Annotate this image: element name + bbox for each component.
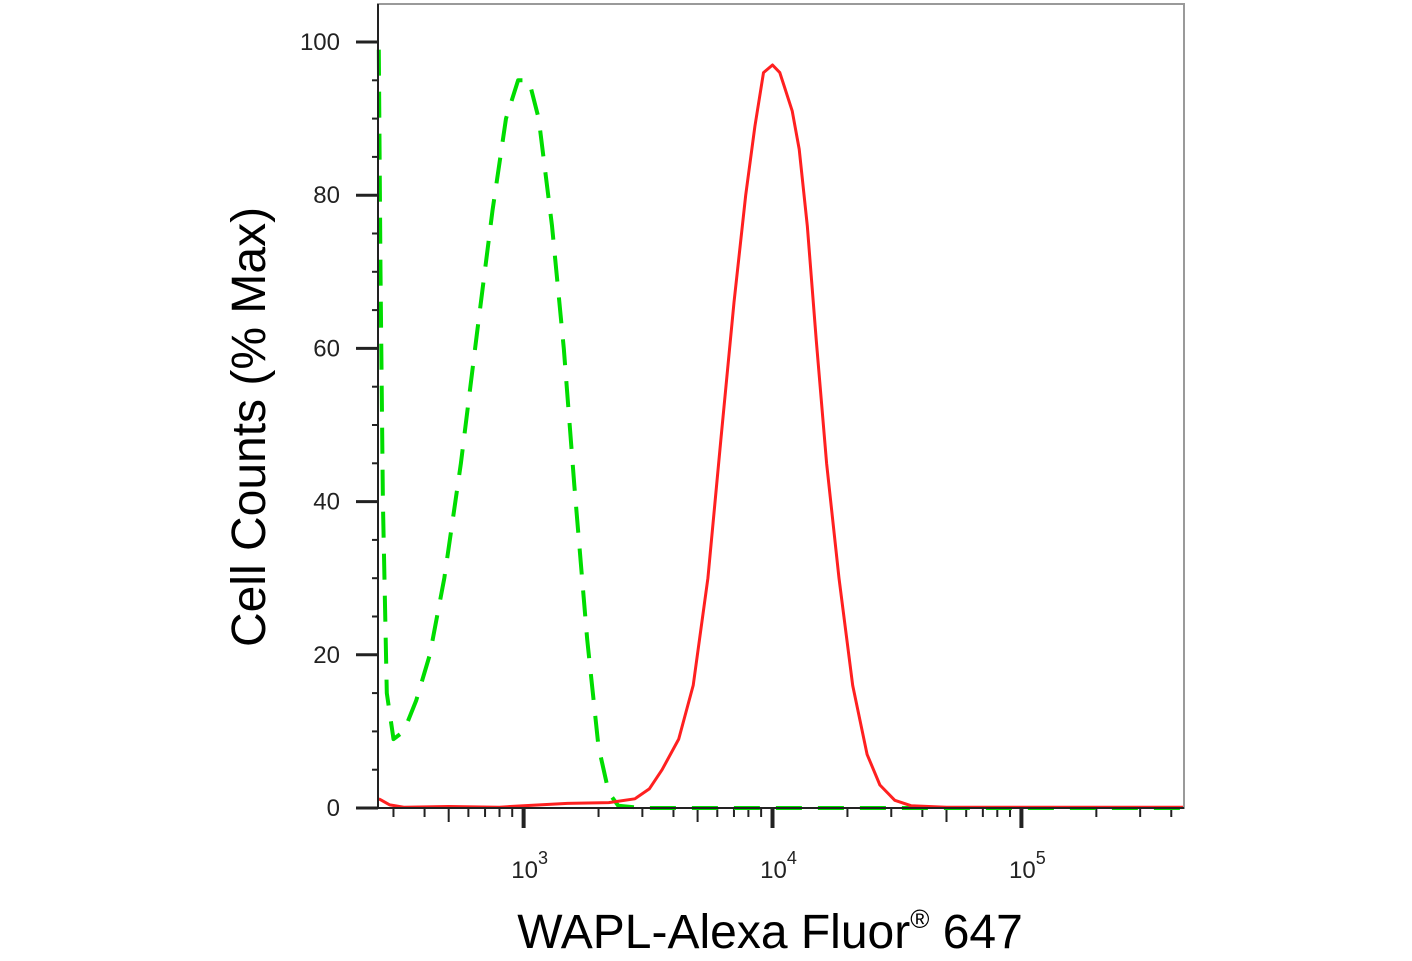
series-lines xyxy=(376,49,1184,810)
x-tick-label: 105 xyxy=(1009,848,1046,884)
x-axis-title-superscript: ® xyxy=(910,904,929,934)
x-tick-label-exponent: 3 xyxy=(538,848,548,868)
sample-series-line xyxy=(378,63,1184,809)
x-tick-label-base: 10 xyxy=(511,857,538,884)
x-tick-label-exponent: 5 xyxy=(1036,848,1046,868)
x-axis-title: WAPL-Alexa Fluor® 647 xyxy=(517,904,1023,959)
x-tick-label-base: 10 xyxy=(1009,857,1036,884)
y-tick-label: 80 xyxy=(313,182,340,209)
y-tick-labels: 0 20 40 60 80 100 xyxy=(300,29,340,822)
plot-frame xyxy=(377,3,1185,809)
x-tick-label-exponent: 4 xyxy=(787,848,797,868)
y-tick-label: 20 xyxy=(313,642,340,669)
y-tick-label: 0 xyxy=(327,795,340,822)
y-tick-label: 40 xyxy=(313,489,340,516)
x-axis-title-main: WAPL-Alexa Fluor xyxy=(517,906,910,959)
x-tick-label: 104 xyxy=(760,848,797,884)
x-tick-label: 103 xyxy=(511,848,548,884)
axis-ticks xyxy=(356,40,1173,828)
x-axis-title-suffix: 647 xyxy=(929,906,1022,959)
control-series-line xyxy=(376,49,1184,810)
y-tick-label: 60 xyxy=(313,335,340,362)
x-tick-labels: 103 104 105 xyxy=(511,848,1046,884)
y-axis-title: Cell Counts (% Max) xyxy=(223,207,276,647)
x-tick-label-base: 10 xyxy=(760,857,787,884)
y-tick-label: 100 xyxy=(300,29,340,56)
